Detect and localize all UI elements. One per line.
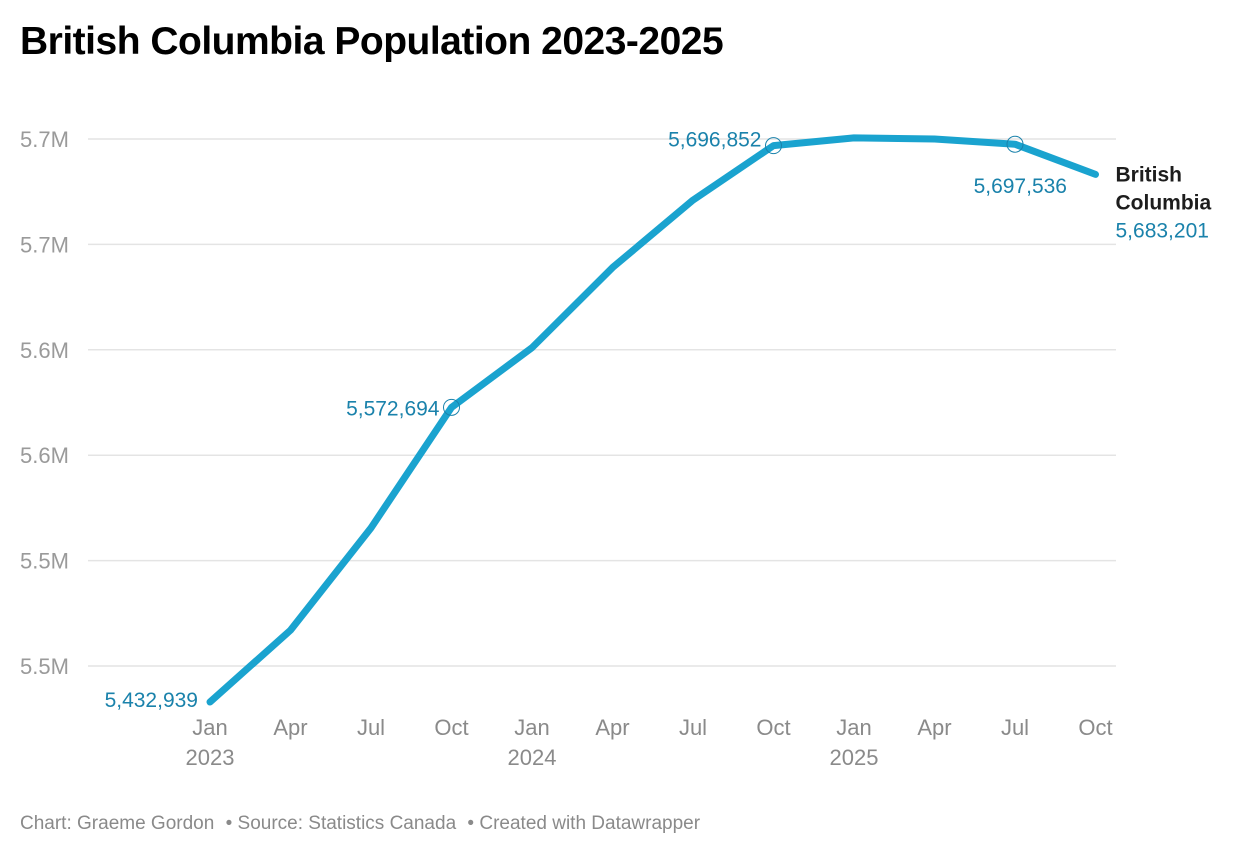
series-line-british-columbia <box>206 134 1099 706</box>
x-tick-label: Apr <box>273 715 307 740</box>
y-tick-label: 5.7M <box>20 127 69 152</box>
x-axis: Jan 2023 Apr Jul Oct Jan 2024 Apr Jul Oct Jan 2025 A… <box>186 715 1113 770</box>
x-tick-label: Oct <box>1078 715 1112 740</box>
x-tick-label: Jul <box>357 715 385 740</box>
x-tick-label: Jan <box>514 715 549 740</box>
value-label: 5,696,852 <box>668 129 761 152</box>
chart-source: • Source: Statistics Canada <box>225 813 457 834</box>
x-tick-label: Jul <box>679 715 707 740</box>
x-tick-label: Jul <box>1001 715 1029 740</box>
chart-credit: Chart: Graeme Gordon <box>20 813 215 834</box>
series-lines <box>206 134 1099 706</box>
series-name-label: Columbia <box>1116 191 1212 214</box>
x-tick-year-label: 2025 <box>830 745 879 770</box>
x-tick-label: Oct <box>434 715 468 740</box>
y-tick-label: 5.6M <box>20 443 69 468</box>
x-tick-year-label: 2024 <box>508 745 557 770</box>
gridlines <box>88 138 1116 667</box>
series-name-label: British <box>1116 163 1183 186</box>
y-tick-label: 5.6M <box>20 338 69 363</box>
y-tick-label: 5.7M <box>20 232 69 257</box>
annotation-marker <box>1006 135 1024 153</box>
value-label: 5,683,201 <box>1116 219 1209 242</box>
value-labels: British Columbia 5,432,939 5,572,694 5,696,8… <box>105 129 1212 712</box>
chart-footer: Chart: Graeme Gordon • Source: Statistic… <box>20 813 706 835</box>
chart-created-with: • Created with Datawrapper <box>467 813 701 834</box>
value-label: 5,697,536 <box>974 175 1067 198</box>
x-tick-year-label: 2023 <box>186 745 235 770</box>
annotation-markers <box>443 135 1024 416</box>
x-tick-label: Apr <box>595 715 629 740</box>
x-tick-label: Jan <box>192 715 227 740</box>
value-label: 5,572,694 <box>346 397 440 420</box>
value-label: 5,432,939 <box>105 689 198 712</box>
annotation-marker <box>443 398 460 416</box>
chart-title: British Columbia Population 2023-2025 <box>20 20 724 63</box>
y-axis: 5.5M 5.5M 5.6M 5.6M 5.7M 5.7M <box>20 127 69 679</box>
y-tick-label: 5.5M <box>20 549 69 574</box>
annotation-marker <box>765 137 782 155</box>
y-tick-label: 5.5M <box>20 654 69 679</box>
x-tick-label: Jan <box>836 715 871 740</box>
x-tick-label: Oct <box>756 715 790 740</box>
x-tick-label: Apr <box>917 715 951 740</box>
